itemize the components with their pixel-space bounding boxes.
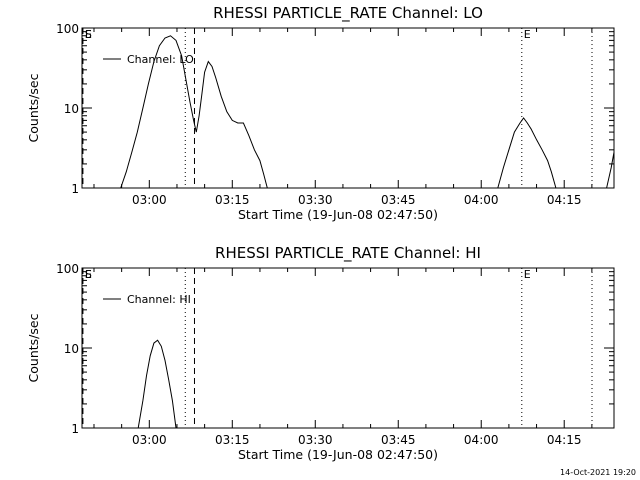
- chart-panel-lo: RHESSI PARTICLE_RATE Channel: LO 1 10 100 03…: [26, 4, 615, 222]
- x-axis-label: Start Time (19-Jun-08 02:47:50): [238, 447, 438, 462]
- x-tick-label: 04:15: [547, 433, 582, 447]
- y-tick-label: 10: [64, 342, 79, 356]
- y-tick-label: 1: [71, 182, 79, 196]
- chart-panel-hi: RHESSI PARTICLE_RATE Channel: HI 1 10 100 03…: [26, 244, 615, 462]
- flag-label: E: [85, 268, 92, 281]
- flag-label: S: [85, 28, 92, 41]
- footer-timestamp: 14-Oct-2021 19:20: [560, 468, 636, 477]
- x-tick-label: 03:15: [215, 433, 250, 447]
- x-axis-label: Start Time (19-Jun-08 02:47:50): [238, 207, 438, 222]
- plot-frame: [81, 27, 615, 189]
- flag-label: E: [524, 28, 531, 41]
- x-tick-label: 03:15: [215, 193, 250, 207]
- y-tick-label: 10: [64, 102, 79, 116]
- x-tick-label: 03:30: [298, 193, 333, 207]
- x-tick-label: 03:00: [132, 193, 167, 207]
- y-axis-label: Counts/sec: [26, 73, 41, 142]
- x-tick-label: 03:45: [381, 193, 416, 207]
- x-tick-label: 04:00: [464, 433, 499, 447]
- y-tick-label: 100: [56, 262, 79, 276]
- flag-label: E: [85, 28, 92, 41]
- series-line: [137, 339, 177, 429]
- x-tick-label: 03:00: [132, 433, 167, 447]
- flag-label: E: [524, 268, 531, 281]
- x-tick-label: 03:45: [381, 433, 416, 447]
- x-tick-label: 03:30: [298, 433, 333, 447]
- legend-label: Channel: LO: [127, 53, 194, 66]
- series-line: [497, 117, 615, 189]
- legend-label: Channel: HI: [127, 293, 191, 306]
- x-tick-label: 04:00: [464, 193, 499, 207]
- y-axis-label: Counts/sec: [26, 313, 41, 382]
- chart-title: RHESSI PARTICLE_RATE Channel: LO: [213, 4, 483, 23]
- x-tick-label: 04:15: [547, 193, 582, 207]
- series-line: [120, 35, 268, 189]
- y-tick-label: 1: [71, 422, 79, 436]
- y-tick-label: 100: [56, 22, 79, 36]
- chart-title: RHESSI PARTICLE_RATE Channel: HI: [215, 244, 481, 263]
- flag-label: S: [85, 268, 92, 281]
